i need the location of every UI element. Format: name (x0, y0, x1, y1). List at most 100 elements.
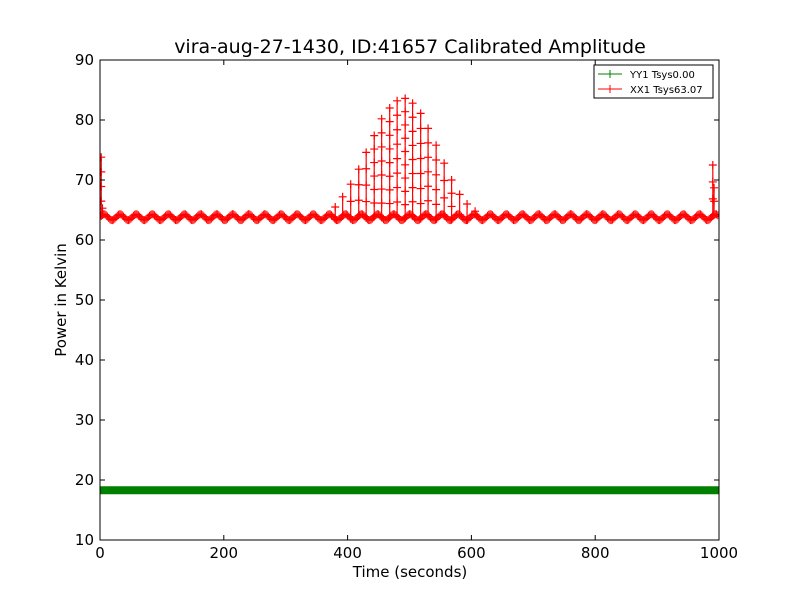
series-yy1 (100, 486, 719, 495)
spike-marker (432, 155, 441, 164)
spike-marker (710, 197, 719, 206)
legend-label: YY1 Tsys0.00 (629, 70, 695, 81)
spike-marker (416, 154, 425, 163)
spike-marker (393, 169, 402, 178)
spike-marker (424, 153, 433, 162)
spike-marker (370, 172, 379, 181)
spike-marker (377, 114, 386, 123)
spike-marker (377, 185, 386, 194)
spike-marker (416, 124, 425, 133)
spike-marker (100, 182, 106, 191)
spike-marker (455, 190, 464, 199)
spike-marker (424, 196, 433, 205)
spike-marker (447, 189, 456, 198)
spike-marker (401, 174, 410, 183)
spike-marker (354, 180, 363, 189)
series-markers (100, 210, 719, 225)
spike-marker (432, 170, 441, 179)
spike-marker (408, 197, 417, 206)
spike-marker (416, 184, 425, 193)
spike-marker (331, 203, 340, 211)
spike-marker (440, 193, 449, 202)
spike-marker (416, 169, 425, 178)
spike-marker (401, 120, 410, 129)
spike-marker (385, 104, 394, 112)
spike-marker (393, 154, 402, 163)
spike-marker (385, 144, 394, 153)
spike-marker (408, 113, 417, 122)
legend-marker (606, 85, 614, 93)
x-tick-label: 400 (333, 544, 362, 562)
spike-marker (447, 176, 456, 184)
spike-marker (408, 183, 417, 192)
spike-marker (401, 187, 410, 196)
spike-marker (408, 155, 417, 164)
spike-marker (385, 185, 394, 194)
spike-marker (408, 169, 417, 178)
spike-marker (385, 131, 394, 140)
spike-marker (401, 107, 410, 116)
spike-marker (338, 192, 347, 201)
spike-marker (385, 158, 394, 167)
spike-marker (370, 131, 379, 140)
spike-marker (401, 200, 410, 209)
spike-marker (463, 200, 472, 208)
y-tick-label: 10 (75, 531, 94, 549)
spike-marker (385, 117, 394, 126)
x-tick-label: 600 (457, 544, 486, 562)
spike-marker (377, 171, 386, 180)
x-tick-label: 1000 (700, 544, 738, 562)
y-axis-label: Power in Kelvin (52, 243, 70, 357)
spike-marker (354, 165, 363, 174)
spike-marker (424, 124, 433, 133)
plot-area: 0 200 400 600 800 1000 10 20 30 40 50 60 70 80 90 (75, 51, 738, 562)
spike-marker (100, 153, 106, 162)
spike-marker (416, 109, 425, 118)
spike-marker (393, 125, 402, 134)
legend-label: XX1 Tsys63.07 (630, 85, 703, 96)
spike-marker (354, 196, 363, 205)
spike-marker (424, 167, 433, 176)
spike-marker (362, 164, 371, 173)
spike-marker (401, 134, 410, 143)
spike-marker (401, 147, 410, 156)
y-tick-label: 70 (75, 171, 94, 189)
spike-marker (416, 139, 425, 148)
series-xx1 (100, 94, 719, 225)
spike-marker (708, 177, 717, 186)
spike-marker (393, 140, 402, 149)
y-tick-label: 90 (75, 51, 94, 69)
spike-marker (408, 141, 417, 150)
spike-marker (346, 197, 355, 206)
x-tick-label: 200 (209, 544, 238, 562)
spike-marker (346, 180, 355, 189)
y-tick-label: 20 (75, 471, 94, 489)
y-tick-label: 50 (75, 291, 94, 309)
spike-marker (362, 181, 371, 190)
spike-marker (447, 202, 456, 211)
spike-marker (401, 94, 410, 103)
spike-marker (424, 138, 433, 147)
spike-marker (370, 185, 379, 194)
spike-marker (408, 127, 417, 136)
data-group (100, 94, 719, 495)
spike-marker (370, 158, 379, 167)
spike-marker (385, 199, 394, 208)
spike-marker (377, 199, 386, 208)
y-tick-label: 60 (75, 231, 94, 249)
legend-marker (606, 70, 614, 78)
legend-box (593, 64, 714, 99)
spike-marker (710, 183, 719, 192)
x-tick-label: 0 (95, 544, 105, 562)
spike-marker (377, 156, 386, 165)
spike-marker (377, 142, 386, 151)
series-markers (100, 486, 719, 495)
legend: YY1 Tsys0.00 XX1 Tsys63.07 (593, 64, 714, 99)
spike-marker (401, 160, 410, 169)
spike-marker (708, 161, 717, 169)
spike-marker (440, 159, 449, 168)
spike-marker (408, 99, 417, 108)
spike-marker (393, 198, 402, 207)
y-tick-label: 30 (75, 411, 94, 429)
chart-title: vira-aug-27-1430, ID:41657 Calibrated Am… (174, 36, 646, 58)
